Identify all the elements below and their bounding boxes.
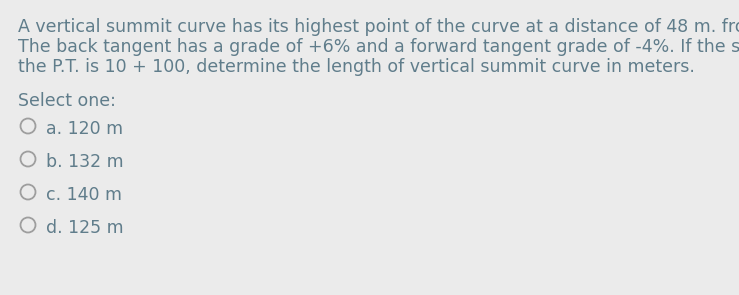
Text: A vertical summit curve has its highest point of the curve at a distance of 48 m: A vertical summit curve has its highest … — [18, 18, 739, 36]
Text: the P.T. is 10 + 100, determine the length of vertical summit curve in meters.: the P.T. is 10 + 100, determine the leng… — [18, 58, 695, 76]
Text: c. 140 m: c. 140 m — [46, 186, 122, 204]
Text: a. 120 m: a. 120 m — [46, 120, 123, 138]
Text: d. 125 m: d. 125 m — [46, 219, 123, 237]
Text: b. 132 m: b. 132 m — [46, 153, 123, 171]
Text: Select one:: Select one: — [18, 92, 116, 110]
Text: The back tangent has a grade of +6% and a forward tangent grade of -4%. If the s: The back tangent has a grade of +6% and … — [18, 38, 739, 56]
